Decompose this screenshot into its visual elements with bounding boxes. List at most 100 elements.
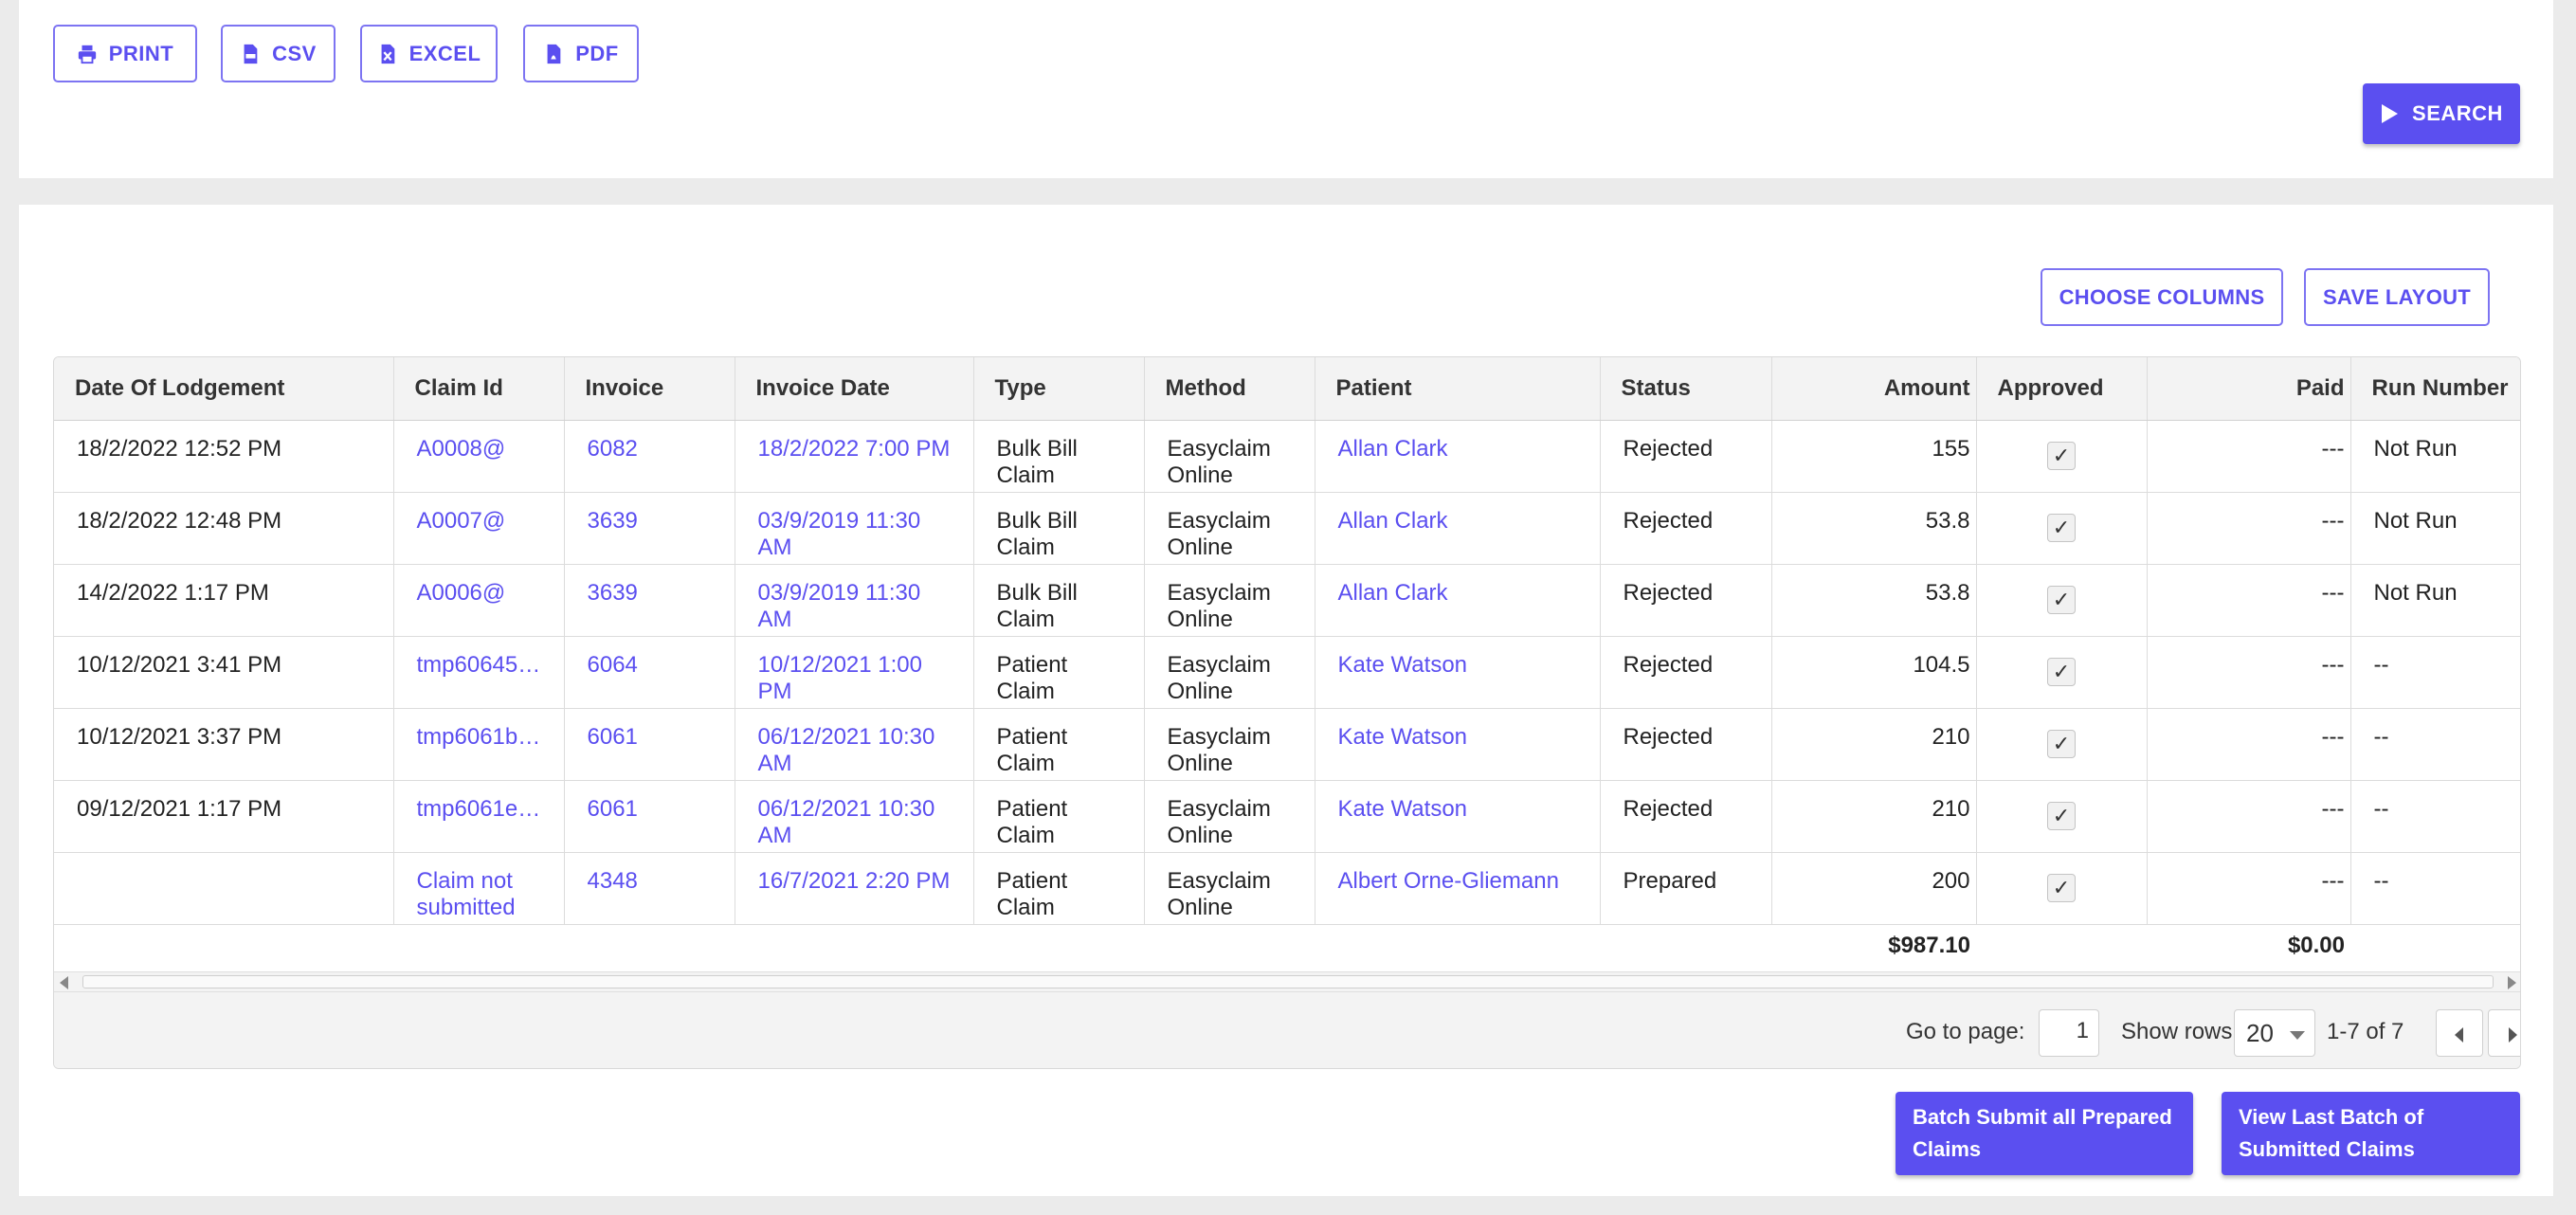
approved-cell: ✓ bbox=[1976, 420, 2148, 493]
patient-link[interactable]: Kate Watson bbox=[1315, 780, 1601, 853]
patient-link[interactable]: Allan Clark bbox=[1315, 492, 1601, 565]
column-header[interactable]: Claim Id bbox=[393, 357, 565, 421]
invoice-link[interactable]: 3639 bbox=[564, 492, 735, 565]
method-cell: Easyclaim Online bbox=[1144, 852, 1315, 925]
run-number-cell: -- bbox=[2350, 708, 2520, 781]
approved-checkbox[interactable]: ✓ bbox=[2047, 657, 2076, 686]
invoice-link[interactable]: 3639 bbox=[564, 564, 735, 637]
amount-cell: 155 bbox=[1771, 420, 1977, 493]
paid-cell: --- bbox=[2147, 852, 2351, 925]
invoice-link[interactable]: 6061 bbox=[564, 708, 735, 781]
claim-id-link[interactable]: A0006@ bbox=[393, 564, 565, 637]
amount-cell: 210 bbox=[1771, 708, 1977, 781]
scroll-left-arrow-icon[interactable] bbox=[60, 976, 68, 989]
claim-id-link[interactable]: tmp6061baf7 bbox=[393, 708, 565, 781]
invoice-link[interactable]: 6064 bbox=[564, 636, 735, 709]
batch-submit-button[interactable]: Batch Submit all Prepared Claims bbox=[1896, 1092, 2193, 1175]
invoice-date-link[interactable]: 16/7/2021 2:20 PM bbox=[735, 852, 974, 925]
table-row[interactable]: 18/2/2022 12:52 PM A0008@ 6082 18/2/2022… bbox=[54, 420, 2520, 493]
approved-checkbox[interactable]: ✓ bbox=[2047, 801, 2076, 830]
approved-checkbox[interactable]: ✓ bbox=[2047, 441, 2076, 470]
rows-per-page-select[interactable]: 20 bbox=[2234, 1009, 2315, 1057]
approved-checkbox[interactable]: ✓ bbox=[2047, 585, 2076, 614]
run-number-cell: -- bbox=[2350, 636, 2520, 709]
approved-checkbox[interactable]: ✓ bbox=[2047, 513, 2076, 542]
print-button[interactable]: PRINT bbox=[53, 25, 197, 82]
column-header[interactable]: Invoice bbox=[564, 357, 735, 421]
totals-spacer bbox=[1976, 924, 2147, 977]
page-range-label: 1-7 of 7 bbox=[2327, 1019, 2404, 1044]
approved-cell: ✓ bbox=[1976, 780, 2148, 853]
paid-cell: --- bbox=[2147, 708, 2351, 781]
chevron-left-icon bbox=[2455, 1027, 2463, 1043]
invoice-date-link[interactable]: 06/12/2021 10:30 AM bbox=[735, 708, 974, 781]
scrollbar-thumb[interactable] bbox=[82, 975, 2494, 988]
lodgement-date-cell: 14/2/2022 1:17 PM bbox=[54, 564, 394, 637]
csv-button[interactable]: CSV bbox=[221, 25, 336, 82]
lodgement-date-cell: 10/12/2021 3:37 PM bbox=[54, 708, 394, 781]
column-header[interactable]: Approved bbox=[1976, 357, 2148, 421]
claim-id-link[interactable]: A0007@ bbox=[393, 492, 565, 565]
invoice-link[interactable]: 6061 bbox=[564, 780, 735, 853]
pdf-button[interactable]: PDF bbox=[523, 25, 639, 82]
status-cell: Prepared bbox=[1600, 852, 1772, 925]
table-row[interactable]: 10/12/2021 3:37 PM tmp6061baf7 6061 06/1… bbox=[54, 708, 2520, 781]
patient-link[interactable]: Kate Watson bbox=[1315, 708, 1601, 781]
total-amount: $987.10 bbox=[1888, 932, 1970, 958]
invoice-date-link[interactable]: 03/9/2019 11:30 AM bbox=[735, 492, 974, 565]
column-header[interactable]: Amount bbox=[1771, 357, 1977, 421]
run-number-cell: -- bbox=[2350, 852, 2520, 925]
column-header[interactable]: Run Number bbox=[2350, 357, 2520, 421]
column-header[interactable]: Type bbox=[973, 357, 1145, 421]
amount-cell: 104.5 bbox=[1771, 636, 1977, 709]
column-header[interactable]: Date Of Lodgement bbox=[54, 357, 394, 421]
claim-id-link[interactable]: A0008@ bbox=[393, 420, 565, 493]
amount-cell: 53.8 bbox=[1771, 564, 1977, 637]
type-cell: Patient Claim bbox=[973, 780, 1145, 853]
view-last-batch-button[interactable]: View Last Batch of Submitted Claims bbox=[2222, 1092, 2520, 1175]
approved-cell: ✓ bbox=[1976, 708, 2148, 781]
column-header[interactable]: Paid bbox=[2147, 357, 2351, 421]
table-row[interactable]: 18/2/2022 12:48 PM A0007@ 3639 03/9/2019… bbox=[54, 492, 2520, 565]
claim-id-link[interactable]: Claim not submitted bbox=[393, 852, 565, 925]
method-cell: Easyclaim Online bbox=[1144, 780, 1315, 853]
scroll-right-arrow-icon[interactable] bbox=[2508, 976, 2516, 989]
horizontal-scrollbar[interactable] bbox=[54, 971, 2520, 992]
next-page-button[interactable] bbox=[2488, 1009, 2520, 1057]
previous-page-button[interactable] bbox=[2436, 1009, 2483, 1057]
table-row[interactable]: 09/12/2021 1:17 PM tmp6061e1... 6061 06/… bbox=[54, 780, 2520, 853]
search-button[interactable]: SEARCH bbox=[2363, 83, 2520, 144]
claim-id-link[interactable]: tmp6061e1... bbox=[393, 780, 565, 853]
invoice-date-link[interactable]: 03/9/2019 11:30 AM bbox=[735, 564, 974, 637]
table-row[interactable]: 14/2/2022 1:17 PM A0006@ 3639 03/9/2019 … bbox=[54, 564, 2520, 637]
invoice-link[interactable]: 4348 bbox=[564, 852, 735, 925]
column-header[interactable]: Method bbox=[1144, 357, 1315, 421]
choose-columns-button[interactable]: CHOOSE COLUMNS bbox=[2041, 268, 2283, 326]
column-header[interactable]: Status bbox=[1600, 357, 1772, 421]
claim-id-link[interactable]: tmp606457... bbox=[393, 636, 565, 709]
pagination-bar: Go to page: 1 Show rows: 20 1-7 of 7 bbox=[54, 992, 2520, 1068]
patient-link[interactable]: Allan Clark bbox=[1315, 564, 1601, 637]
excel-button[interactable]: EXCEL bbox=[360, 25, 498, 82]
type-cell: Patient Claim bbox=[973, 636, 1145, 709]
patient-link[interactable]: Allan Clark bbox=[1315, 420, 1601, 493]
approved-checkbox[interactable]: ✓ bbox=[2047, 873, 2076, 902]
type-cell: Bulk Bill Claim bbox=[973, 420, 1145, 493]
column-header[interactable]: Patient bbox=[1315, 357, 1601, 421]
save-layout-button[interactable]: SAVE LAYOUT bbox=[2304, 268, 2490, 326]
table-row[interactable]: 10/12/2021 3:41 PM tmp606457... 6064 10/… bbox=[54, 636, 2520, 709]
goto-page-input[interactable]: 1 bbox=[2039, 1009, 2099, 1057]
printer-icon bbox=[78, 45, 96, 63]
table-row[interactable]: Claim not submitted 4348 16/7/2021 2:20 … bbox=[54, 852, 2520, 925]
invoice-date-link[interactable]: 06/12/2021 10:30 AM bbox=[735, 780, 974, 853]
patient-link[interactable]: Albert Orne-Gliemann bbox=[1315, 852, 1601, 925]
totals-spacer bbox=[54, 924, 1771, 977]
column-header[interactable]: Invoice Date bbox=[735, 357, 974, 421]
approved-cell: ✓ bbox=[1976, 636, 2148, 709]
invoice-link[interactable]: 6082 bbox=[564, 420, 735, 493]
invoice-date-link[interactable]: 10/12/2021 1:00 PM bbox=[735, 636, 974, 709]
approved-checkbox[interactable]: ✓ bbox=[2047, 729, 2076, 758]
patient-link[interactable]: Kate Watson bbox=[1315, 636, 1601, 709]
invoice-date-link[interactable]: 18/2/2022 7:00 PM bbox=[735, 420, 974, 493]
amount-cell: 200 bbox=[1771, 852, 1977, 925]
